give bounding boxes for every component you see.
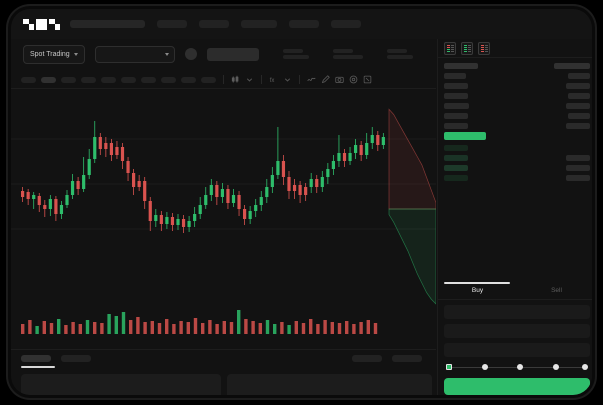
indicators-icon[interactable]: fx	[269, 75, 278, 84]
right-sidebar: Buy Sell	[437, 39, 592, 395]
nav-item-2[interactable]	[199, 20, 229, 28]
timeframe-15m[interactable]	[61, 76, 76, 83]
bottom-tabs	[11, 350, 436, 368]
tab-sell[interactable]: Sell	[551, 287, 562, 294]
toolbar-divider	[223, 75, 224, 84]
order-amount-slider[interactable]	[446, 363, 588, 373]
stat-24h-high	[386, 49, 413, 59]
top-navigation-bar	[11, 9, 592, 39]
orderbook-ask-row[interactable]	[444, 122, 590, 129]
nav-item-4[interactable]	[289, 20, 319, 28]
orderbook-column-headers	[444, 62, 590, 69]
orderbook-ask-row[interactable]	[444, 82, 590, 89]
positions-panel[interactable]	[227, 374, 432, 395]
slider-handle[interactable]	[446, 364, 452, 370]
bottom-action-1[interactable]	[352, 355, 382, 362]
timeframe-more[interactable]	[201, 76, 216, 83]
chevron-down-icon	[164, 52, 169, 56]
nav-item-3[interactable]	[241, 20, 277, 28]
order-price-input[interactable]	[444, 305, 590, 319]
chart-toolbar: fx	[11, 71, 436, 89]
depth-chart-overlay	[388, 108, 436, 305]
slider-step-50[interactable]	[517, 364, 523, 370]
pencil-icon[interactable]	[321, 75, 330, 84]
tab-open-orders[interactable]	[21, 355, 51, 362]
timeframe-5m[interactable]	[41, 76, 56, 83]
chevron-down-icon	[73, 52, 78, 56]
nav-item-5[interactable]	[331, 20, 361, 28]
orderbook-layout-both-icon[interactable]	[444, 41, 456, 55]
orderbook-ask-row[interactable]	[444, 102, 590, 109]
global-search-input[interactable]	[70, 20, 145, 28]
stat-last-price	[282, 49, 309, 59]
camera-icon[interactable]	[335, 75, 344, 84]
market-type-label: Spot Trading	[30, 50, 70, 58]
market-type-dropdown[interactable]: Spot Trading	[23, 44, 85, 64]
active-tab-underline	[21, 366, 55, 368]
price-chart[interactable]	[11, 89, 436, 349]
fullscreen-icon[interactable]	[363, 75, 372, 84]
bottom-action-2[interactable]	[392, 355, 422, 362]
toolbar-divider	[299, 75, 300, 84]
orderbook-bid-row[interactable]	[444, 164, 590, 171]
timeframe-1w[interactable]	[161, 76, 176, 83]
orderbook-header	[438, 39, 592, 58]
order-amount-input[interactable]	[444, 324, 590, 338]
timeframe-4h[interactable]	[121, 76, 136, 83]
volume-series	[21, 310, 378, 334]
orderbook-bid-row[interactable]	[444, 144, 590, 151]
orderbook-ask-row[interactable]	[444, 92, 590, 99]
coin-avatar	[184, 48, 197, 60]
candlestick-series	[21, 121, 385, 233]
timeframe-1h[interactable]	[101, 76, 116, 83]
trading-pair-select[interactable]	[94, 45, 175, 63]
candlestick-chart-icon[interactable]	[231, 75, 240, 84]
timeframe-1m[interactable]	[21, 76, 36, 83]
chevron-down-icon[interactable]	[245, 75, 254, 84]
orderbook-layout-bids-icon[interactable]	[461, 41, 473, 55]
bottom-content-panels	[21, 374, 432, 395]
device-frame: Spot Trading	[8, 6, 595, 398]
svg-text:fx: fx	[270, 78, 275, 84]
chart-gridlines	[11, 138, 436, 230]
order-form-tabs: Buy Sell	[438, 282, 592, 300]
line-tool-icon[interactable]	[307, 75, 316, 84]
orderbook-layout-asks-icon[interactable]	[478, 41, 490, 55]
tab-buy[interactable]: Buy	[471, 287, 484, 294]
bottom-panel	[11, 349, 436, 395]
pair-name-label	[206, 47, 259, 61]
orderbook-last-price	[444, 132, 486, 140]
orderbook-bid-row[interactable]	[444, 174, 590, 181]
stat-24h-change	[332, 49, 363, 59]
settings-icon[interactable]	[349, 75, 358, 84]
timeframe-1d[interactable]	[141, 76, 156, 83]
chevron-down-icon[interactable]	[283, 75, 292, 84]
nav-item-1[interactable]	[157, 20, 187, 28]
order-form: Buy Sell	[438, 282, 592, 395]
order-total-input[interactable]	[444, 343, 590, 357]
assets-panel[interactable]	[21, 374, 221, 395]
orderbook-ask-row[interactable]	[444, 112, 590, 119]
slider-step-25[interactable]	[481, 364, 488, 370]
toolbar-divider	[261, 75, 262, 84]
timeframe-30m[interactable]	[81, 76, 96, 83]
tab-order-history[interactable]	[61, 355, 91, 362]
orderbook-ask-row[interactable]	[444, 72, 590, 79]
slider-step-100[interactable]	[582, 364, 588, 370]
slider-step-75[interactable]	[552, 364, 559, 370]
okx-logo[interactable]	[23, 18, 60, 30]
chart-canvas	[11, 108, 436, 334]
timeframe-1mo[interactable]	[181, 76, 196, 83]
orderbook-bid-row[interactable]	[444, 154, 590, 161]
place-buy-order-button[interactable]	[444, 378, 590, 395]
active-tab-underline	[444, 282, 510, 284]
screen: Spot Trading	[11, 9, 592, 395]
orderbook-rows[interactable]	[438, 58, 592, 181]
